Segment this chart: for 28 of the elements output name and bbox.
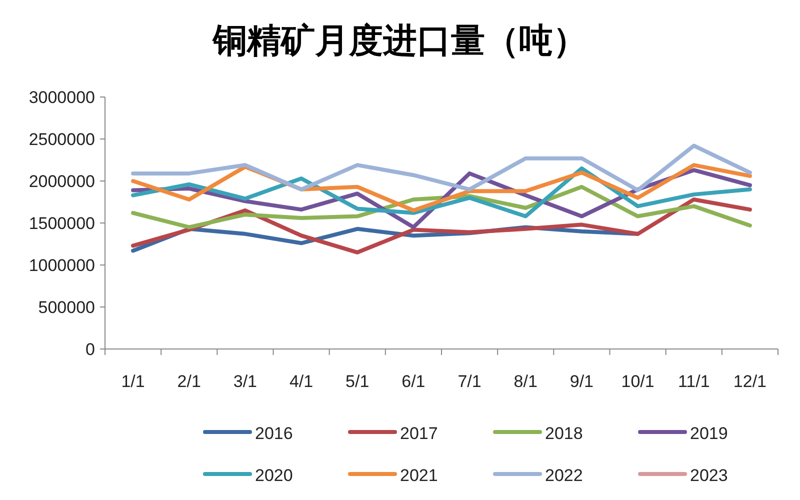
x-tick-label: 12/1 bbox=[733, 372, 767, 391]
legend-label: 2023 bbox=[690, 466, 728, 485]
x-tick-label: 3/1 bbox=[233, 372, 258, 391]
x-tick-label: 6/1 bbox=[402, 372, 426, 391]
x-tick-label: 4/1 bbox=[289, 372, 314, 391]
x-tick-label: 1/1 bbox=[121, 372, 145, 391]
legend-label: 2018 bbox=[545, 424, 583, 443]
legend-label: 2017 bbox=[400, 424, 438, 443]
x-tick-label: 7/1 bbox=[458, 372, 482, 391]
legend-label: 2022 bbox=[545, 466, 583, 485]
y-tick-label: 1500000 bbox=[28, 214, 95, 233]
legend-label: 2020 bbox=[255, 466, 293, 485]
y-tick-label: 2000000 bbox=[28, 172, 95, 191]
y-tick-label: 500000 bbox=[38, 298, 95, 317]
x-tick-label: 8/1 bbox=[514, 372, 538, 391]
x-tick-label: 5/1 bbox=[346, 372, 370, 391]
x-tick-label: 2/1 bbox=[177, 372, 201, 391]
y-tick-label: 0 bbox=[86, 340, 95, 359]
x-tick-label: 10/1 bbox=[621, 372, 654, 391]
y-tick-label: 3000000 bbox=[28, 88, 95, 107]
chart-title: 铜精矿月度进口量（吨） bbox=[211, 22, 587, 60]
y-tick-label: 2500000 bbox=[28, 130, 95, 149]
y-tick-label: 1000000 bbox=[28, 256, 95, 275]
x-tick-label: 9/1 bbox=[570, 372, 594, 391]
legend-label: 2016 bbox=[255, 424, 293, 443]
legend-label: 2019 bbox=[690, 424, 728, 443]
x-tick-label: 11/1 bbox=[678, 372, 710, 391]
legend-label: 2021 bbox=[400, 466, 438, 485]
